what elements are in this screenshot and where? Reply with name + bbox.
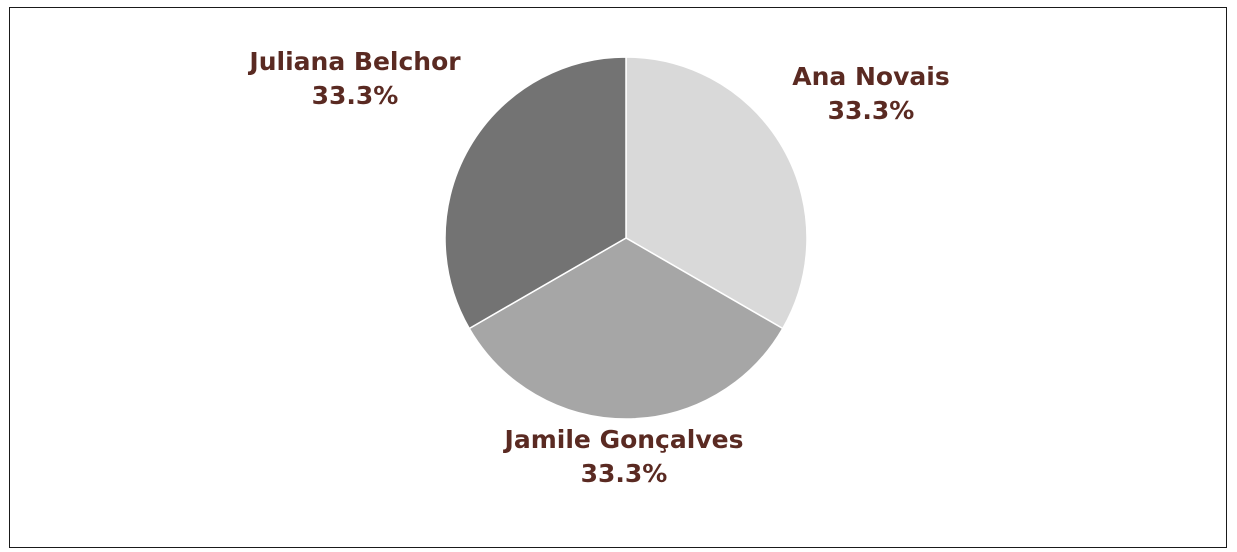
pie-slice-juliana-belchor — [444, 56, 627, 330]
pie-labels: Ana Novais 33.3% Jamile Gonçalves 33.3% Juli… — [247, 47, 949, 488]
slice-name-label: Juliana Belchor — [247, 47, 461, 76]
pie-slices — [444, 56, 808, 420]
slice-percent-label: 33.3% — [312, 81, 399, 110]
slice-percent-label: 33.3% — [828, 96, 915, 125]
slice-percent-label: 33.3% — [581, 459, 668, 488]
slice-name-label: Ana Novais — [792, 62, 949, 91]
pie-slice-ana-novais — [625, 56, 808, 330]
slice-name-label: Jamile Gonçalves — [503, 425, 744, 454]
